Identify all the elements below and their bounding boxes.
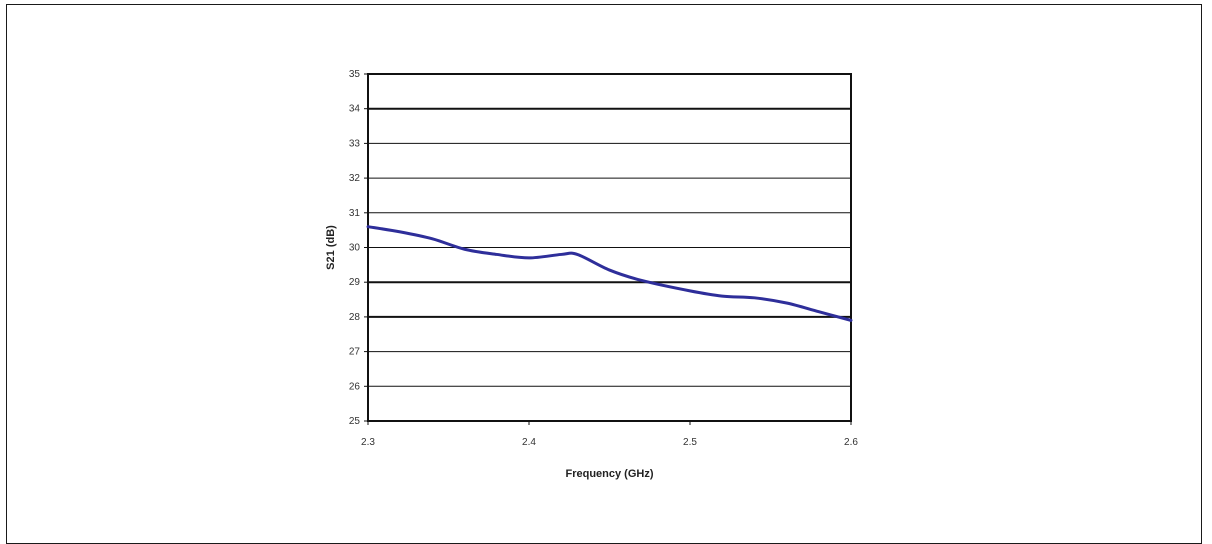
- line-chart: 25 26 27 28 29 30 31 32 33 34 35 2.3 2.4 2.5 2.6 S21 (…: [325, 69, 859, 480]
- y-tick-label: 32: [349, 173, 361, 184]
- x-tick-label: 2.4: [522, 437, 536, 448]
- x-axis-title: Frequency (GHz): [565, 468, 653, 480]
- y-tick-label: 26: [349, 381, 361, 392]
- y-tick-label: 33: [349, 138, 361, 149]
- series-layer: [366, 225, 853, 322]
- y-tick-label: 35: [349, 69, 361, 80]
- y-tick-label: 31: [349, 208, 361, 219]
- y-axis-title: S21 (dB): [325, 225, 337, 270]
- y-tick-label: 28: [349, 312, 361, 323]
- y-tick-label: 25: [349, 416, 361, 427]
- x-tick-label: 2.5: [683, 437, 697, 448]
- series-line-0: [366, 225, 853, 322]
- x-tick-label: 2.3: [361, 437, 375, 448]
- y-tick-label: 30: [349, 243, 361, 254]
- grid-lines: [368, 107, 851, 387]
- figure-frame: [6, 4, 1202, 544]
- x-tick-label: 2.6: [844, 437, 858, 448]
- y-tick-label: 34: [349, 104, 361, 115]
- y-tick-label: 27: [349, 347, 361, 358]
- y-tick-label: 29: [349, 277, 361, 288]
- axis-ticks: 25 26 27 28 29 30 31 32 33 34 35 2.3 2.4 2.5 2.6: [349, 69, 859, 448]
